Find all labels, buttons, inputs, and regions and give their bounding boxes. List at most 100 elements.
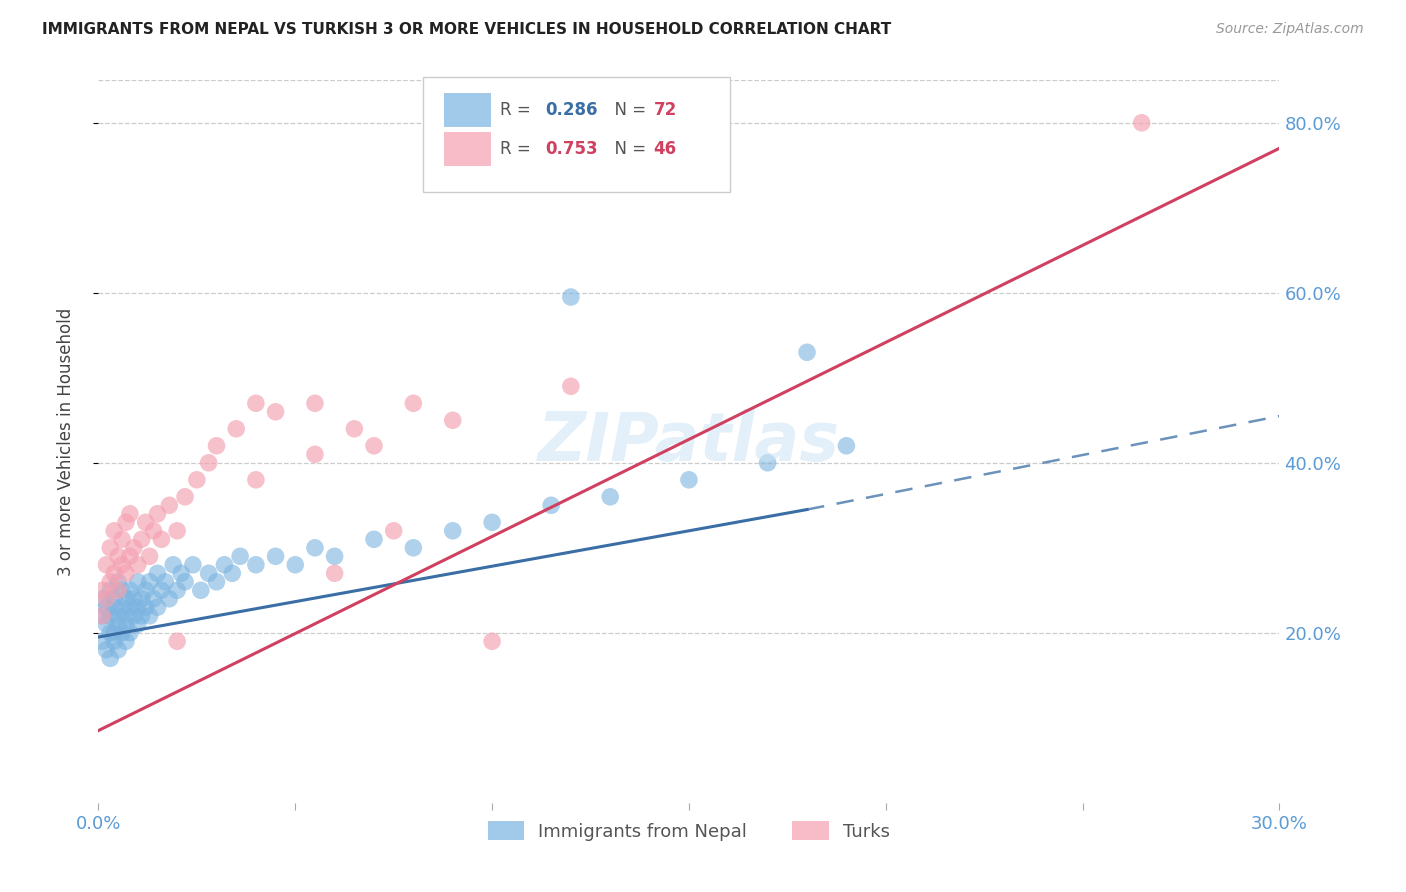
Point (98, 583, 121, 598)
Point (107, 583, 129, 598)
Point (157, 498, 180, 512)
Point (135, 516, 157, 530)
Text: 0.753: 0.753 (546, 140, 598, 158)
Point (197, 566, 219, 581)
FancyBboxPatch shape (423, 77, 730, 193)
Point (205, 439, 228, 453)
Point (155, 574, 177, 589)
Point (245, 473, 267, 487)
Point (174, 574, 197, 589)
Point (91, 608, 114, 623)
Point (304, 396, 326, 410)
Point (98, 574, 121, 589)
Point (174, 490, 197, 504)
Point (264, 549, 287, 564)
Point (835, 439, 858, 453)
Point (103, 600, 125, 615)
Point (103, 524, 125, 538)
Point (103, 566, 125, 581)
Point (115, 634, 138, 648)
Point (115, 608, 138, 623)
Text: Source: ZipAtlas.com: Source: ZipAtlas.com (1216, 22, 1364, 37)
Point (122, 608, 145, 623)
Point (138, 608, 160, 623)
Point (363, 439, 385, 453)
Text: N =: N = (605, 101, 651, 119)
Point (111, 600, 134, 615)
Point (540, 498, 562, 512)
Point (118, 625, 141, 640)
Point (402, 396, 425, 410)
Point (205, 574, 228, 589)
Point (599, 490, 621, 504)
Point (98, 625, 121, 640)
Text: IMMIGRANTS FROM NEPAL VS TURKISH 3 OR MORE VEHICLES IN HOUSEHOLD CORRELATION CHA: IMMIGRANTS FROM NEPAL VS TURKISH 3 OR MO… (42, 22, 891, 37)
FancyBboxPatch shape (444, 132, 491, 166)
Point (225, 422, 247, 436)
Point (131, 533, 153, 547)
Point (115, 591, 138, 606)
Point (107, 642, 129, 657)
Point (96, 617, 118, 632)
Point (756, 456, 779, 470)
Point (560, 379, 582, 393)
Point (304, 447, 326, 461)
Point (402, 541, 425, 555)
Point (150, 583, 173, 598)
Point (127, 574, 149, 589)
Point (115, 617, 138, 632)
Point (221, 566, 243, 581)
Text: R =: R = (501, 101, 536, 119)
Point (323, 549, 346, 564)
Point (103, 634, 125, 648)
Point (103, 625, 125, 640)
Y-axis label: 3 or more Vehicles in Household: 3 or more Vehicles in Household (56, 308, 75, 575)
Point (127, 617, 149, 632)
Point (170, 566, 193, 581)
Point (284, 558, 307, 572)
Point (157, 591, 180, 606)
Point (441, 524, 464, 538)
Point (678, 473, 700, 487)
Point (304, 541, 326, 555)
Text: ZIPatlas: ZIPatlas (538, 409, 839, 475)
Point (98, 608, 121, 623)
Point (91, 608, 114, 623)
Point (135, 583, 157, 598)
Point (96, 591, 118, 606)
Text: 46: 46 (654, 140, 676, 158)
Point (142, 591, 165, 606)
Point (166, 524, 188, 538)
Text: N =: N = (605, 140, 651, 158)
Point (382, 524, 405, 538)
Point (111, 625, 134, 640)
Point (96, 558, 118, 572)
Point (146, 600, 169, 615)
Point (118, 507, 141, 521)
Point (111, 558, 134, 572)
Text: R =: R = (501, 140, 536, 158)
Point (150, 533, 173, 547)
Point (107, 608, 129, 623)
Point (796, 345, 818, 359)
Point (122, 541, 145, 555)
Point (146, 566, 169, 581)
Point (166, 634, 188, 648)
Point (122, 591, 145, 606)
Point (441, 413, 464, 427)
Point (115, 566, 138, 581)
Point (323, 566, 346, 581)
Point (96, 642, 118, 657)
Point (98, 651, 121, 665)
Point (115, 516, 138, 530)
Point (245, 558, 267, 572)
Point (229, 549, 252, 564)
Point (118, 549, 141, 564)
Text: 72: 72 (654, 101, 676, 119)
Point (91, 583, 114, 598)
Point (103, 591, 125, 606)
Point (96, 600, 118, 615)
Legend: Immigrants from Nepal, Turks: Immigrants from Nepal, Turks (481, 814, 897, 848)
Point (138, 549, 160, 564)
Point (107, 574, 129, 589)
